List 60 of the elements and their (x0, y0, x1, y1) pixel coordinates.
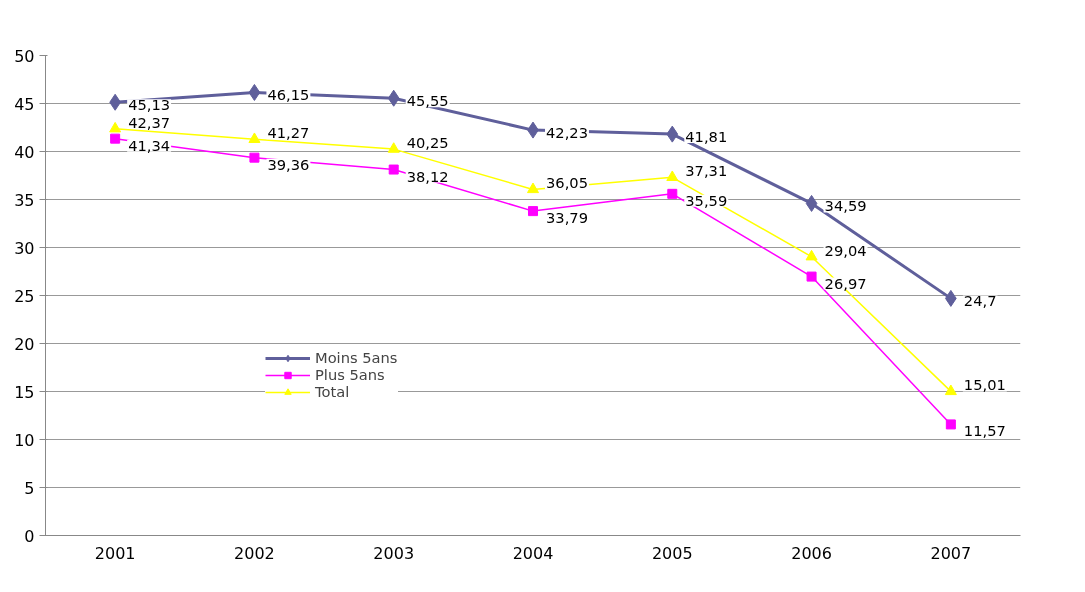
x-tick-label: 2004 (512, 543, 554, 563)
point (248, 83, 261, 101)
legend-label: Total (315, 383, 350, 400)
data-label: 15,01 (963, 376, 1006, 394)
y-tick-label: 50 (14, 46, 35, 66)
point (109, 121, 122, 133)
data-label: 37,31 (685, 162, 728, 180)
point (806, 271, 817, 282)
y-tick-label: 35 (14, 190, 35, 210)
point (666, 125, 679, 143)
point (805, 194, 818, 212)
point (527, 182, 539, 194)
data-label: 11,57 (963, 422, 1006, 440)
data-label: 39,36 (267, 155, 310, 173)
point (249, 152, 260, 163)
point (387, 142, 400, 153)
y-tick-label: 0 (24, 526, 35, 546)
data-label: 46,15 (267, 86, 310, 104)
data-label: 34,59 (824, 197, 867, 215)
point (388, 164, 399, 175)
data-label: 35,59 (685, 191, 728, 209)
y-tick-label: 15 (14, 382, 35, 402)
point (945, 419, 956, 430)
data-label: 41,27 (267, 124, 310, 142)
y-tick-label: 40 (14, 142, 35, 162)
data-label: 24,7 (963, 292, 997, 310)
data-label: 33,79 (546, 209, 588, 227)
point (666, 170, 679, 181)
x-tick-label: 2003 (373, 543, 415, 563)
y-tick-label: 30 (14, 238, 35, 258)
y-tick-label: 25 (14, 286, 35, 306)
data-label: 45,13 (128, 96, 171, 114)
x-tick-label: 2006 (791, 543, 832, 563)
point (667, 188, 678, 199)
point (944, 384, 957, 396)
y-tick-label: 10 (14, 430, 35, 450)
x-tick-label: 2001 (94, 543, 136, 563)
data-label: 26,97 (824, 274, 867, 292)
data-label: 38,12 (406, 167, 449, 185)
data-label: 41,34 (128, 136, 171, 154)
point (805, 249, 818, 261)
point (248, 132, 261, 143)
x-tick-label: 2007 (930, 543, 972, 563)
data-label: 29,04 (824, 241, 867, 259)
y-tick-label: 20 (14, 334, 35, 354)
y-tick-label: 45 (14, 94, 35, 114)
legend-label: Plus 5ans (315, 366, 385, 383)
data-label: 45,55 (406, 92, 449, 110)
x-tick-label: 2005 (651, 543, 693, 563)
y-tick-label: 5 (24, 478, 35, 498)
point (528, 206, 538, 217)
data-label: 42,37 (128, 113, 171, 131)
point (110, 133, 121, 144)
x-tick-label: 2002 (234, 543, 275, 563)
data-label: 36,05 (546, 174, 588, 192)
data-label: 41,81 (685, 128, 728, 146)
point (387, 89, 400, 107)
data-label: 40,25 (406, 134, 449, 152)
data-label: 42,23 (546, 124, 588, 142)
legend-label: Moins 5ans (315, 349, 398, 366)
